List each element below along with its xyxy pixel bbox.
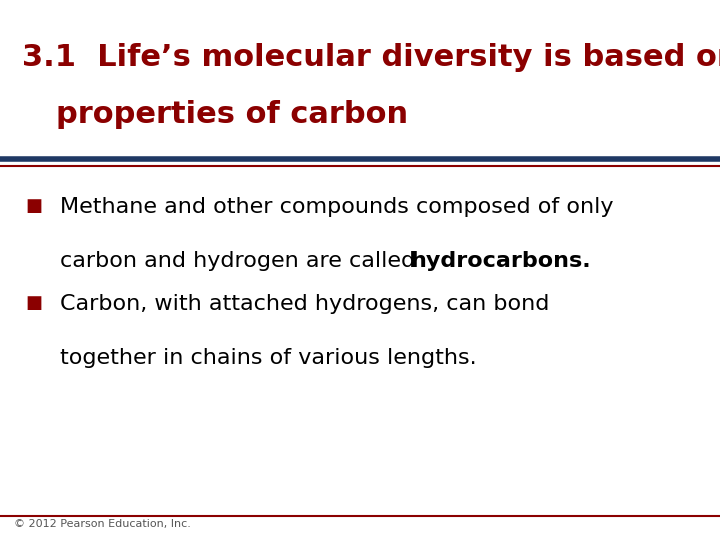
Text: properties of carbon: properties of carbon [56, 100, 408, 129]
Text: ■: ■ [25, 197, 42, 215]
Text: Methane and other compounds composed of only: Methane and other compounds composed of … [60, 197, 613, 217]
Text: ■: ■ [25, 294, 42, 312]
Text: carbon and hydrogen are called: carbon and hydrogen are called [60, 251, 422, 271]
Text: © 2012 Pearson Education, Inc.: © 2012 Pearson Education, Inc. [14, 519, 192, 530]
Text: Carbon, with attached hydrogens, can bond: Carbon, with attached hydrogens, can bon… [60, 294, 549, 314]
Text: hydrocarbons.: hydrocarbons. [410, 251, 591, 271]
Text: 3.1  Life’s molecular diversity is based on the: 3.1 Life’s molecular diversity is based … [22, 43, 720, 72]
Text: together in chains of various lengths.: together in chains of various lengths. [60, 348, 477, 368]
